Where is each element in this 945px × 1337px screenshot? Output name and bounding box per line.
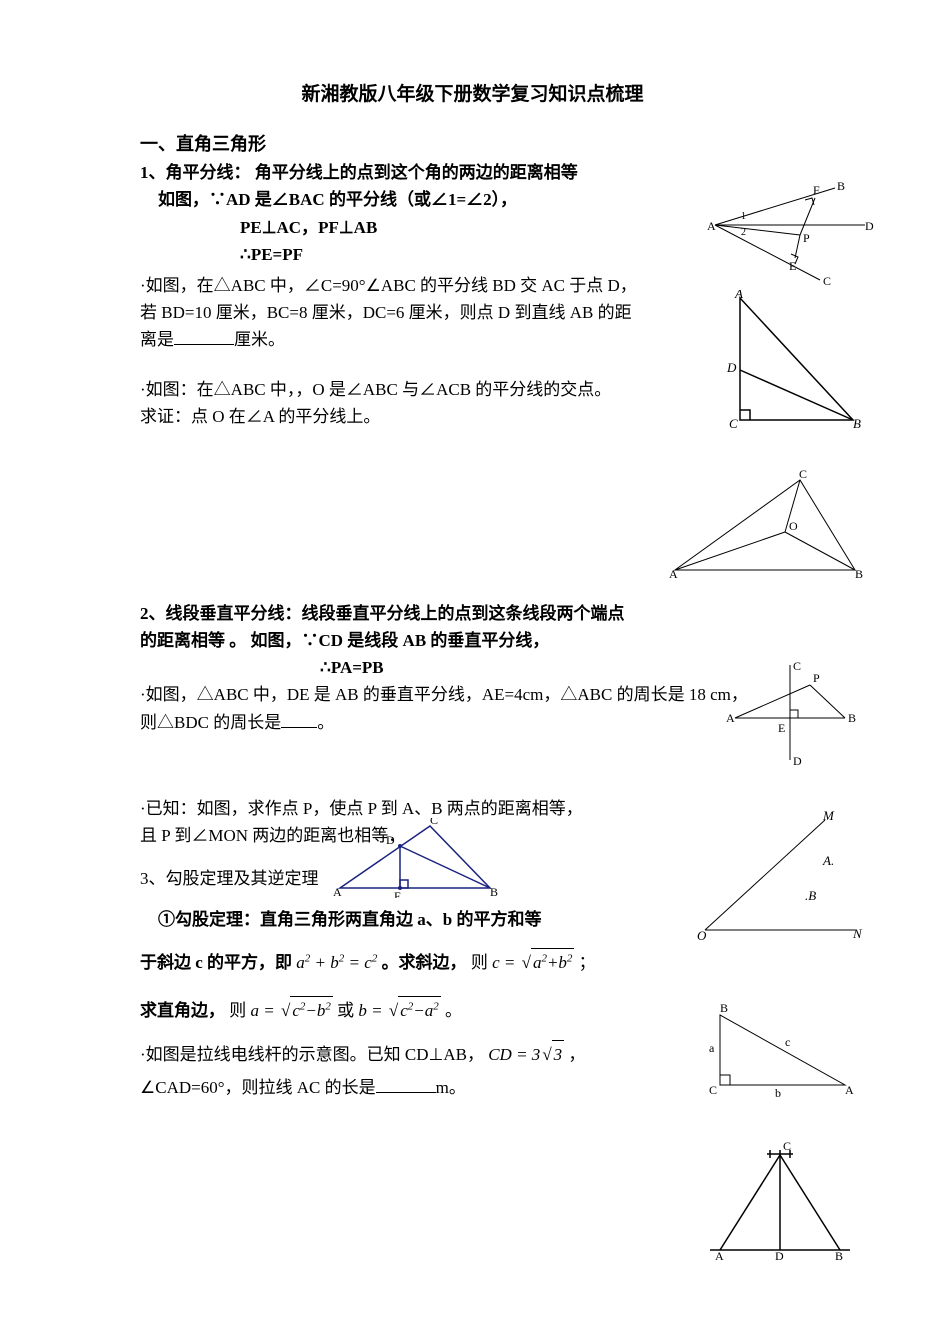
svg-text:M: M <box>822 810 835 823</box>
p1-ex2-l1: ·如图：在△ABC 中，，O 是∠ABC 与∠ACB 的平分线的交点。 <box>140 376 805 403</box>
p3-l3b: 则 <box>229 1001 246 1020</box>
svg-text:D: D <box>865 219 874 233</box>
p2-head: 2、线段垂直平分线：线段垂直平分线上的点到这条线段两个端点 的距离相等 。 如图… <box>140 600 805 682</box>
gap2 <box>140 736 805 791</box>
p3-ex1-l2: ∠CAD=60°，则拉线 AC 的长是 m。 <box>140 1074 805 1101</box>
svg-text:D: D <box>726 360 737 375</box>
p2-l1: 2、线段垂直平分线：线段垂直平分线上的点到这条线段两个端点 <box>140 600 805 627</box>
blank-fill-2 <box>281 727 317 728</box>
p2-ex1-l1: ·如图，△ABC 中，DE 是 AB 的垂直平分线，AE=4cm，△ABC 的周… <box>140 681 805 708</box>
document-page: 新湘教版八年级下册数学复习知识点梳理 一、直角三角形 A B D C F E <box>0 0 945 1161</box>
formula-cd: CD = 33 <box>488 1045 564 1064</box>
p1-ex1-l1: ·如图，在△ABC 中，∠C=90°∠ABC 的平分线 BD 交 AC 于点 D… <box>140 272 805 299</box>
svg-text:C: C <box>799 470 807 481</box>
svg-text:A: A <box>845 1083 854 1097</box>
svg-text:P: P <box>813 671 820 685</box>
p3-l2d: ； <box>579 953 596 972</box>
svg-text:B: B <box>848 711 856 725</box>
p3-theorem: ①勾股定理：直角三角形两直角边 a、b 的平方和等 于斜边 c 的平方，即 a2… <box>140 906 805 1024</box>
p1-ex1-l2: 若 BD=10 厘米，BC=8 厘米，DC=6 厘米，则点 D 到直线 AB 的… <box>140 299 805 326</box>
svg-text:C: C <box>783 1140 791 1153</box>
formula-pyth: a2 + b2 = c2 <box>296 953 381 972</box>
svg-text:A.: A. <box>822 853 834 868</box>
p1-ex1: ·如图，在△ABC 中，∠C=90°∠ABC 的平分线 BD 交 AC 于点 D… <box>140 272 805 354</box>
p3-head-text: 3、勾股定理及其逆定理 <box>140 865 805 892</box>
figure-triangle-o: A B C O <box>665 470 865 580</box>
p1-block: 1、角平分线： 角平分线上的点到这个角的两边的距离相等 如图，∵AD 是∠BAC… <box>140 159 805 268</box>
formula-c: c = a2+b2 <box>492 953 574 972</box>
p1-ex1-l3: 离是 厘米。 <box>140 326 805 353</box>
p3-ex1-l2a: ∠CAD=60°，则拉线 AC 的长是 <box>140 1078 376 1097</box>
p3-l3c: 或 <box>337 1001 354 1020</box>
p1-head: 1、角平分线： 角平分线上的点到这个角的两边的距离相等 <box>140 159 805 186</box>
svg-text:A: A <box>669 567 678 580</box>
section-1-head: 一、直角三角形 <box>140 130 805 159</box>
svg-text:B: B <box>853 416 861 430</box>
p3-l3-line: 求直角边， 则 a = c2−b2 或 b = c2−a2 。 <box>140 996 805 1024</box>
p3-ex1-l1: ·如图是拉线电线杆的示意图。已知 CD⊥AB， CD = 33 ， <box>140 1040 805 1068</box>
p3-l1: ①勾股定理：直角三角形两直角边 a、b 的平方和等 <box>158 906 805 933</box>
svg-text:O: O <box>789 519 798 533</box>
p1-ex1-l3b: 厘米。 <box>234 330 285 349</box>
formula-a: a = c2−b2 <box>251 1001 333 1020</box>
p1-line3: PE⊥AC，PF⊥AB <box>240 214 805 241</box>
svg-text:B: B <box>837 180 845 193</box>
p1-line4: ∴PE=PF <box>240 241 805 268</box>
svg-text:C: C <box>823 274 831 288</box>
p3-l3a: 求直角边， <box>140 1001 225 1020</box>
p3-l2-line: 于斜边 c 的平方，即 a2 + b2 = c2 。求斜边， 则 c = a2+… <box>140 948 805 976</box>
p3-ex1-l1a: ·如图是拉线电线杆的示意图。已知 CD⊥AB， <box>140 1045 484 1064</box>
svg-text:N: N <box>852 926 863 940</box>
figure-pole: A B C D <box>705 1140 855 1260</box>
p2-ex1-l2a: 则△BDC 的周长是 <box>140 713 281 732</box>
p2-ex2: ·已知：如图，求作点 P，使点 P 到 A、B 两点的距离相等， 且 P 到∠M… <box>140 795 805 849</box>
p1-line2: 如图，∵AD 是∠BAC 的平分线（或∠1=∠2）， <box>158 186 805 213</box>
p3-ex1-l1b: ， <box>568 1045 585 1064</box>
p2-ex1-l2b: 。 <box>317 713 334 732</box>
p2-ex2-l2: 且 P 到∠MON 两边的距离也相等． <box>140 822 805 849</box>
svg-text:B: B <box>835 1249 843 1260</box>
page-title: 新湘教版八年级下册数学复习知识点梳理 <box>140 80 805 110</box>
p1-ex2: ·如图：在△ABC 中，，O 是∠ABC 与∠ACB 的平分线的交点。 求证：点… <box>140 376 805 430</box>
svg-text:.B: .B <box>805 888 816 903</box>
p3-l3d: 。 <box>445 1001 462 1020</box>
p3-ex1-l2b: m。 <box>436 1078 466 1097</box>
p1-ex1-l3a: 离是 <box>140 330 174 349</box>
p2-ex1-l2: 则△BDC 的周长是 。 <box>140 709 805 736</box>
pole-svg: A B C D <box>705 1140 855 1260</box>
triangle-o-svg: A B C O <box>665 470 865 580</box>
p3-l2b: 。求斜边， <box>382 953 467 972</box>
p2-ex1: ·如图，△ABC 中，DE 是 AB 的垂直平分线，AE=4cm，△ABC 的周… <box>140 681 805 735</box>
svg-text:A: A <box>715 1249 724 1260</box>
p2-l3: ∴PA=PB <box>320 654 805 681</box>
p2-l2: 的距离相等 。 如图，∵CD 是线段 AB 的垂直平分线， <box>140 627 805 654</box>
p1-ex2-l2: 求证：点 O 在∠A 的平分线上。 <box>140 403 805 430</box>
p2-ex2-l1: ·已知：如图，求作点 P，使点 P 到 A、B 两点的距离相等， <box>140 795 805 822</box>
p3-l2c: 则 <box>471 953 488 972</box>
svg-text:F: F <box>813 183 820 197</box>
svg-text:D: D <box>775 1249 784 1260</box>
svg-text:D: D <box>793 754 802 768</box>
p3-ex1: ·如图是拉线电线杆的示意图。已知 CD⊥AB， CD = 33 ， ∠CAD=6… <box>140 1040 805 1101</box>
svg-text:B: B <box>855 567 863 580</box>
p3-head: 3、勾股定理及其逆定理 <box>140 865 805 892</box>
blank-fill-3 <box>376 1092 436 1093</box>
blank-fill <box>174 344 234 345</box>
p3-l2a: 于斜边 c 的平方，即 <box>140 953 292 972</box>
formula-b: b = c2−a2 <box>358 1001 440 1020</box>
